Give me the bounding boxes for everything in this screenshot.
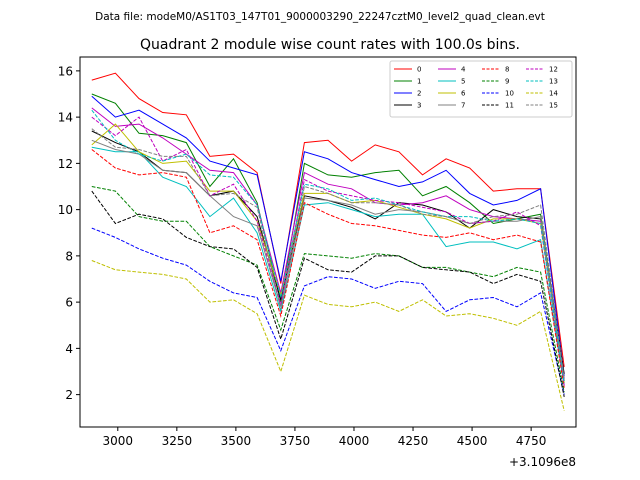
series-line-9 (91, 186, 565, 393)
y-tick-label: 2 (65, 388, 73, 402)
y-tick-label: 8 (65, 249, 73, 263)
y-tick-label: 10 (58, 203, 73, 217)
y-tick-label: 4 (65, 342, 73, 356)
x-axis-ticks: 3000 3250 3500 3750 4000 4250 4500 4750 (103, 427, 547, 448)
series-line-15 (91, 128, 565, 379)
series-line-5 (91, 146, 565, 386)
series-line-14 (91, 260, 565, 411)
y-tick-label: 16 (58, 64, 73, 78)
legend-label-2: 2 (417, 90, 421, 98)
series-line-8 (91, 149, 565, 388)
x-tick-label: 3250 (162, 434, 193, 448)
series-line-1 (91, 93, 565, 381)
series-line-12 (91, 116, 565, 386)
x-offset-label: +3.1096e8 (509, 455, 576, 469)
series-line-2 (91, 95, 565, 377)
series-line-3 (91, 130, 565, 374)
x-tick-label: 4250 (398, 434, 429, 448)
series-line-6 (91, 123, 565, 384)
chart-title: Quadrant 2 module wise count rates with … (140, 37, 520, 53)
x-tick-label: 4500 (457, 434, 488, 448)
legend-label-10: 10 (505, 90, 514, 98)
x-tick-label: 3000 (103, 434, 134, 448)
series-line-7 (91, 139, 565, 381)
series-lines (91, 72, 565, 411)
legend-label-13: 13 (549, 78, 558, 86)
y-tick-label: 6 (65, 296, 73, 310)
legend-label-12: 12 (549, 66, 558, 74)
legend-label-15: 15 (549, 102, 558, 110)
legend-label-0: 0 (417, 66, 421, 74)
legend-label-14: 14 (549, 90, 558, 98)
legend-label-9: 9 (505, 78, 509, 86)
series-line-13 (91, 109, 565, 384)
x-tick-label: 3750 (280, 434, 311, 448)
legend-label-5: 5 (461, 78, 465, 86)
x-tick-label: 4000 (339, 434, 370, 448)
series-line-4 (91, 107, 565, 379)
y-axis-ticks: 2 4 6 8 10 12 14 16 (58, 64, 80, 402)
legend-frame (389, 60, 573, 118)
series-line-11 (91, 190, 565, 398)
legend-label-6: 6 (461, 90, 466, 98)
x-tick-label: 4750 (516, 434, 547, 448)
y-tick-label: 14 (58, 111, 73, 125)
legend-label-4: 4 (461, 66, 466, 74)
chart-suptitle: Data file: modeM0/AS1T03_147T01_90000032… (95, 11, 545, 23)
legend-label-1: 1 (417, 78, 421, 86)
series-line-10 (91, 227, 565, 395)
series-line-0 (91, 72, 565, 367)
legend-label-7: 7 (461, 102, 465, 110)
legend-label-3: 3 (417, 102, 421, 110)
y-tick-label: 12 (58, 157, 73, 171)
legend-label-8: 8 (505, 66, 509, 74)
x-tick-label: 3500 (221, 434, 252, 448)
plot-area-frame (79, 56, 577, 428)
legend-label-11: 11 (505, 102, 514, 110)
